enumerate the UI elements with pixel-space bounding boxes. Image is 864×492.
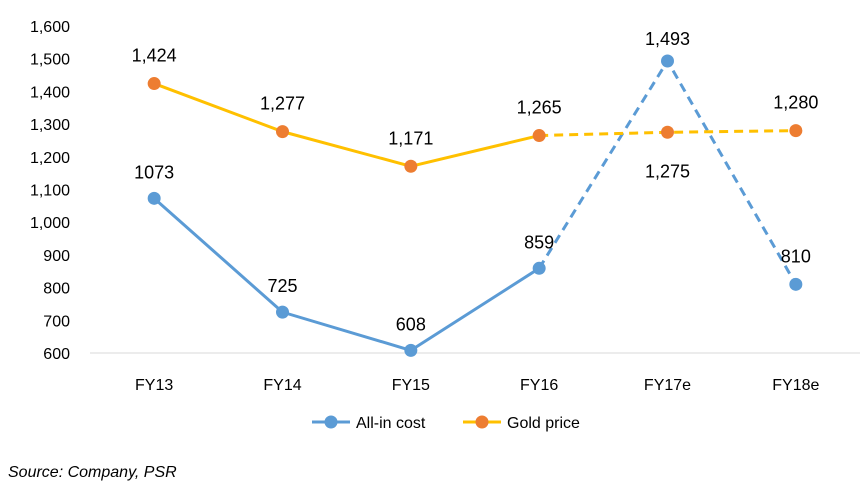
all-in-cost-point	[276, 305, 289, 319]
legend-all-in-cost-swatch-marker	[324, 415, 338, 429]
gold-price-point	[276, 125, 289, 139]
all-in-cost-data-label: 1073	[134, 162, 174, 182]
series-lines	[153, 58, 798, 352]
source-note: Source: Company, PSR	[8, 464, 177, 481]
all-in-cost-line-solid	[153, 197, 540, 352]
all-in-cost-point	[404, 343, 418, 357]
gold-price-data-label: 1,265	[517, 98, 562, 118]
y-tick-label: 800	[43, 281, 70, 298]
gold-price-data-label: 1,280	[773, 93, 818, 113]
gold-price-data-label: 1,424	[132, 46, 177, 66]
data-labels: 1073 725 608 859 1,493 810 1,424 1,277 1,171 1,26…	[132, 29, 819, 334]
line-chart: 600 700 800 900 1,000 1,100 1,200 1,300 1,400 1,5…	[30, 19, 860, 432]
x-tick-label: FY15	[392, 377, 430, 394]
legend-all-in-cost-label: All-in cost	[356, 415, 426, 432]
all-in-cost-data-label: 725	[267, 276, 297, 296]
y-tick-label: 600	[43, 346, 70, 363]
gold-price-point	[532, 129, 546, 143]
gold-price-point	[147, 77, 161, 91]
x-tick-label: FY16	[520, 377, 558, 394]
all-in-cost-point	[661, 54, 674, 68]
legend: All-in cost Gold price	[312, 415, 580, 432]
gold-price-data-label: 1,171	[388, 128, 433, 148]
x-tick-label: FY18e	[772, 377, 819, 394]
x-tick-label: FY17e	[644, 377, 691, 394]
y-tick-label: 900	[43, 248, 70, 265]
y-tick-label: 1,100	[30, 183, 70, 200]
x-axis: FY13 FY14 FY15 FY16 FY17e FY18e	[135, 377, 819, 394]
series-markers	[147, 54, 803, 357]
all-in-cost-data-label: 1,493	[645, 29, 690, 49]
all-in-cost-data-label: 810	[781, 246, 811, 266]
gold-price-data-label: 1,275	[645, 161, 690, 181]
y-tick-label: 1,200	[30, 150, 70, 167]
gold-price-point	[661, 125, 674, 139]
all-in-cost-point	[147, 191, 161, 205]
y-tick-label: 1,300	[30, 117, 70, 134]
y-tick-label: 1,000	[30, 215, 70, 232]
gold-price-data-label: 1,277	[260, 94, 305, 114]
x-tick-label: FY13	[135, 377, 173, 394]
gold-price-point	[789, 124, 803, 138]
x-tick-label: FY14	[263, 377, 301, 394]
gold-price-line-solid	[153, 82, 540, 168]
all-in-cost-point	[789, 277, 803, 291]
all-in-cost-point	[532, 261, 546, 275]
y-tick-label: 1,600	[30, 19, 70, 36]
all-in-cost-data-label: 608	[396, 314, 426, 334]
all-in-cost-data-label: 859	[524, 232, 554, 252]
y-axis: 600 700 800 900 1,000 1,100 1,200 1,300 1,400 1,5…	[30, 19, 70, 363]
legend-gold-price-swatch-marker	[475, 415, 489, 429]
y-tick-label: 1,400	[30, 84, 70, 101]
legend-gold-price-label: Gold price	[507, 415, 580, 432]
gold-price-point	[404, 159, 418, 173]
y-tick-label: 1,500	[30, 52, 70, 69]
y-tick-label: 700	[43, 313, 70, 330]
